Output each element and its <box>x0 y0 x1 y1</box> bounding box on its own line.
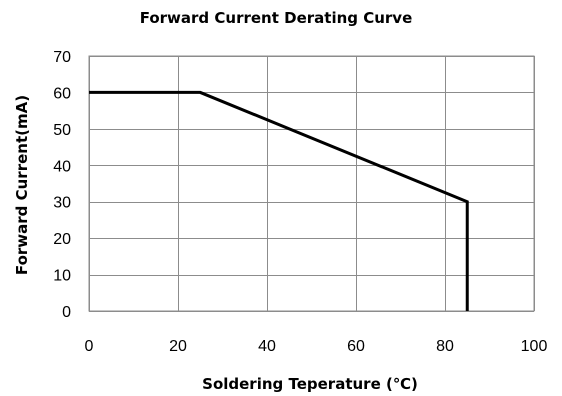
x-tick-label-0: 0 <box>85 338 94 355</box>
y-tick-label-2: 20 <box>53 231 71 248</box>
plot-area-frame <box>88 55 535 312</box>
x-tick-label-4: 80 <box>436 338 454 355</box>
y-tick-label-6: 60 <box>53 85 71 102</box>
y-tick-label-0: 0 <box>62 304 71 321</box>
y-tick-label-4: 40 <box>53 158 71 175</box>
series-layer <box>89 90 469 311</box>
x-axis-tick-labels: 0 20 40 60 80 100 <box>85 338 548 355</box>
derating-curve-line <box>89 90 469 311</box>
y-tick-label-1: 10 <box>53 268 71 285</box>
x-tick-label-3: 60 <box>347 338 365 355</box>
y-tick-label-3: 30 <box>53 195 71 212</box>
x-tick-label-2: 40 <box>258 338 276 355</box>
x-axis-label: Soldering Teperature (℃) <box>202 375 418 393</box>
x-tick-label-1: 20 <box>169 338 187 355</box>
y-axis-tick-labels: 0 10 20 30 40 50 60 70 <box>53 49 71 321</box>
y-axis-label: Forward Current(mA) <box>13 95 31 275</box>
x-tick-label-5: 100 <box>521 338 548 355</box>
chart-title: Forward Current Derating Curve <box>140 9 413 27</box>
y-tick-label-7: 70 <box>53 49 71 66</box>
y-tick-label-5: 50 <box>53 122 71 139</box>
